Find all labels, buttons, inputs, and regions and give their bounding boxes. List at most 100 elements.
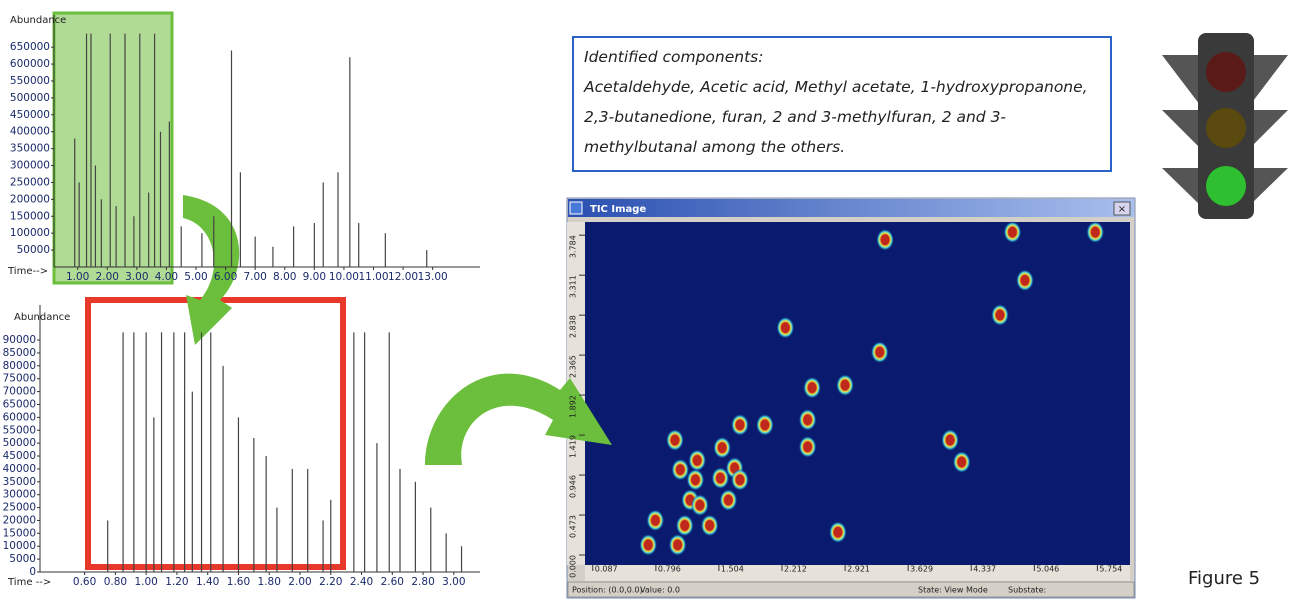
x-tick-label: 2.00 (288, 576, 311, 588)
y-tick-label: 0.000 (569, 555, 578, 578)
y-tick-label: 3.784 (569, 235, 578, 258)
y-tick-label: 75000 (3, 373, 36, 385)
y-tick-label: 10000 (3, 540, 36, 552)
spot (700, 514, 719, 537)
y-tick-label: 25000 (3, 502, 36, 514)
x-tick-label: 1.40 (196, 576, 219, 588)
y-tick-label: 2.838 (569, 315, 578, 338)
spot (803, 376, 822, 399)
spot (646, 509, 665, 532)
spot (798, 408, 817, 431)
y-tick-label: 35000 (3, 476, 36, 488)
x-tick-label: 5.046 (1036, 565, 1059, 574)
highlight-box (52, 11, 174, 285)
spot (870, 341, 889, 364)
components-box: Identified components: Acetaldehyde, Ace… (572, 36, 1112, 172)
spot (730, 413, 749, 436)
x-tick-label: 2.212 (784, 565, 807, 574)
y-tick-label: 650000 (10, 41, 50, 53)
tic-title-bar (568, 199, 1134, 217)
y-axis-label: Abundance (10, 15, 66, 26)
figure-caption: Figure 5 (1188, 568, 1261, 589)
spot (1015, 269, 1034, 292)
x-tick-label: 4.00 (155, 271, 178, 283)
spot (776, 316, 795, 339)
close-button[interactable] (1113, 201, 1131, 216)
x-tick-label: 0.087 (595, 565, 618, 574)
x-ruler (585, 565, 1130, 581)
x-tick-label: 8.00 (273, 271, 296, 283)
tic-title: TIC Image (590, 204, 646, 215)
y-tick-label: 30000 (3, 489, 36, 501)
x-tick-label: 0.796 (658, 565, 681, 574)
y-tick-label: 1.892 (569, 395, 578, 418)
spot (675, 514, 694, 537)
spot (941, 429, 960, 452)
close-icon: × (1118, 204, 1126, 215)
y-tick-label: 450000 (10, 109, 50, 121)
spot (798, 435, 817, 458)
y-tick-label: 70000 (3, 386, 36, 398)
x-tick-label: 12.00 (388, 271, 418, 283)
x-tick-label: 1.60 (227, 576, 250, 588)
y-tick-label: 40000 (3, 463, 36, 475)
x-tick-label: 1.80 (258, 576, 281, 588)
y-tick-label: 55000 (3, 424, 36, 436)
y-tick-label: 5000 (9, 553, 36, 565)
y-tick-label: 200000 (10, 193, 50, 205)
x-tick-label: 7.00 (243, 271, 266, 283)
y-tick-label: 100000 (10, 227, 50, 239)
x-tick-label: 3.629 (910, 565, 933, 574)
y-tick-label: 250000 (10, 176, 50, 188)
spot (836, 374, 855, 397)
x-tick-label: 5.00 (184, 271, 207, 283)
spot (990, 303, 1009, 326)
y-tick-label: 90000 (3, 334, 36, 346)
x-tick-label: 2.60 (381, 576, 404, 588)
spot (1086, 221, 1105, 244)
status-field: Position: (0.0,0.0) (572, 586, 643, 595)
spot (668, 533, 687, 556)
y-tick-label: 350000 (10, 143, 50, 155)
spot (713, 436, 732, 459)
y-tick-label: 65000 (3, 398, 36, 410)
spot (876, 228, 895, 251)
traffic-light (1162, 33, 1288, 219)
arrow (183, 195, 240, 345)
y-tick-label: 45000 (3, 450, 36, 462)
y-tick-label: 2.365 (569, 355, 578, 378)
x-tick-label: 2.00 (96, 271, 119, 283)
y-axis-label: Abundance (14, 312, 70, 323)
spot (730, 468, 749, 491)
x-tick-label: 2.20 (319, 576, 342, 588)
y-tick-label: 300000 (10, 160, 50, 172)
y-tick-label: 50000 (17, 244, 50, 256)
x-tick-label: 0.60 (73, 576, 96, 588)
x-tick-label: 1.504 (721, 565, 744, 574)
x-axis-label: Time --> (7, 577, 51, 588)
spot (639, 533, 658, 556)
y-tick-label: 80000 (3, 360, 36, 372)
y-tick-label: 550000 (10, 75, 50, 87)
y-tick-label: 150000 (10, 210, 50, 222)
spot (719, 489, 738, 512)
y-tick-label: 85000 (3, 347, 36, 359)
x-tick-label: 9.00 (303, 271, 326, 283)
y-tick-label: 0.473 (569, 515, 578, 538)
y-tick-label: 0.946 (569, 475, 578, 498)
x-tick-label: 5.754 (1099, 565, 1122, 574)
tic-plot-area (585, 222, 1130, 565)
x-tick-label: 2.921 (847, 565, 870, 574)
x-tick-label: 2.80 (411, 576, 434, 588)
components-heading: Identified components: (584, 48, 764, 66)
x-tick-label: 3.00 (125, 271, 148, 283)
x-tick-label: 10.00 (329, 271, 359, 283)
x-axis-label: Time--> (7, 266, 48, 277)
arrow (425, 373, 612, 465)
window-icon (569, 201, 583, 215)
spot (671, 458, 690, 481)
spot (690, 494, 709, 517)
zoom-box (85, 297, 346, 570)
y-tick-label: 1.419 (569, 435, 578, 458)
